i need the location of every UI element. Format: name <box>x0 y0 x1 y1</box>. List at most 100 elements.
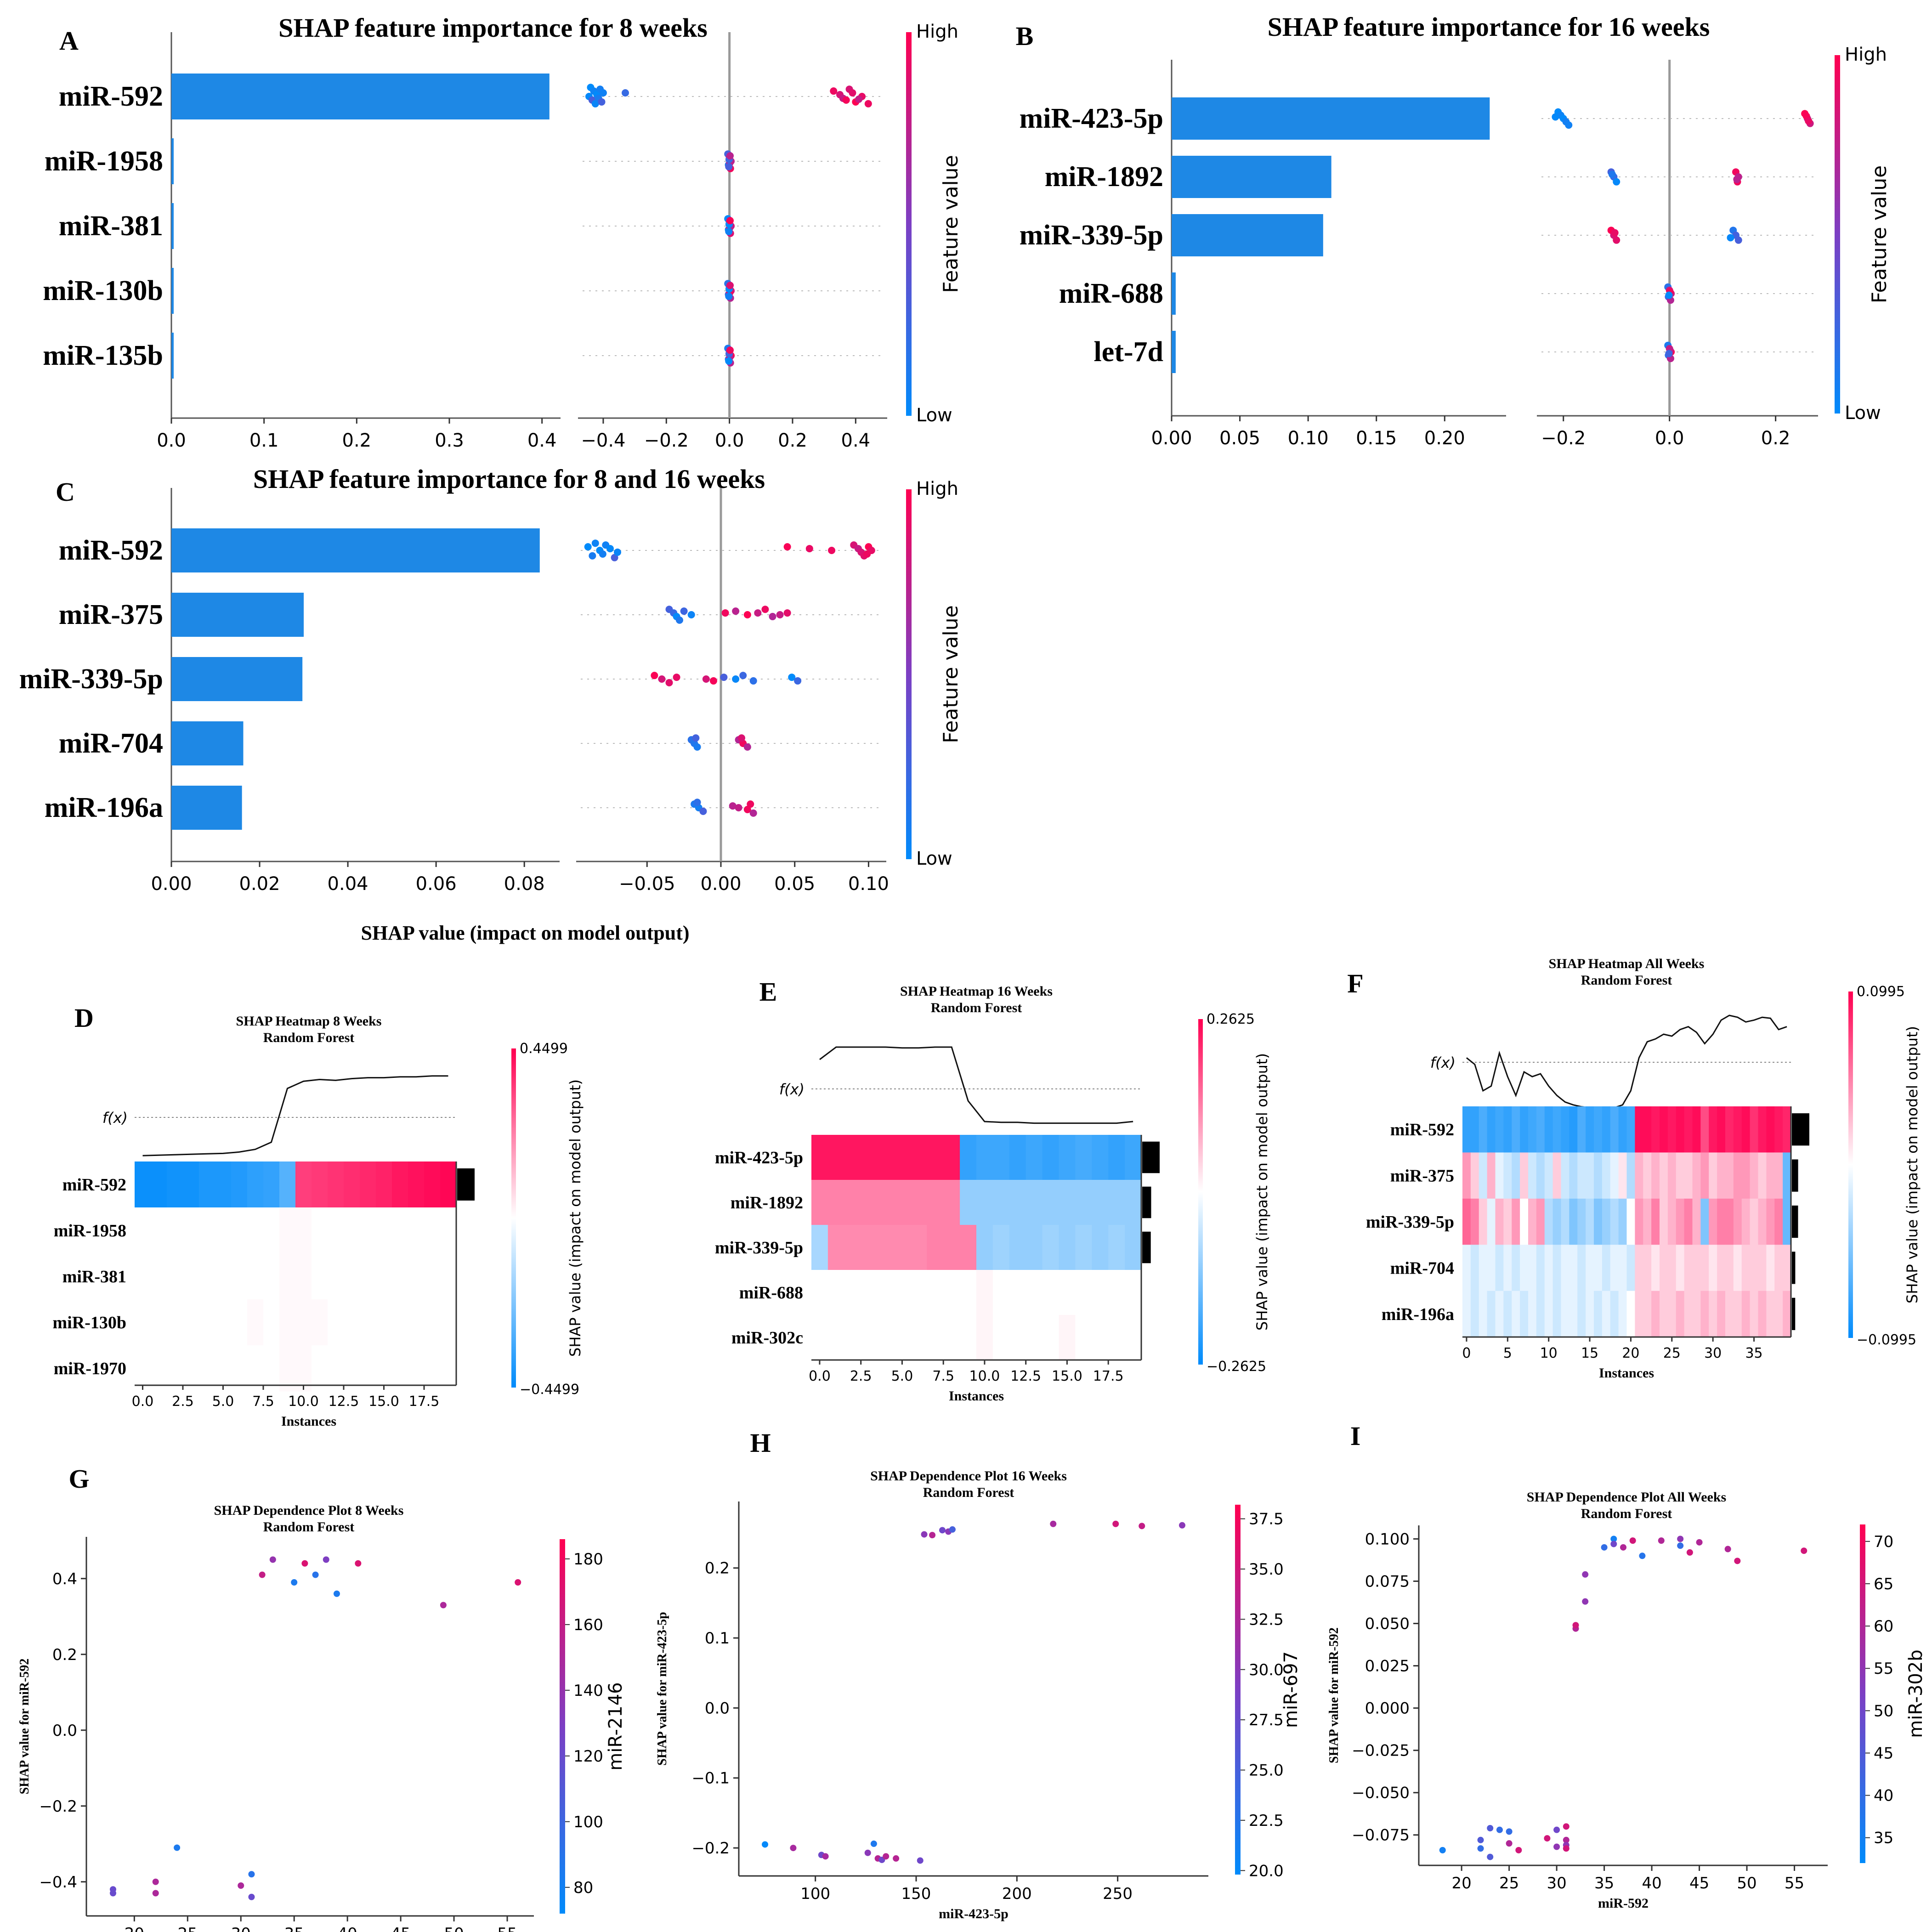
beeswarm-point <box>1665 350 1673 357</box>
heatmap-cell <box>1495 1152 1504 1199</box>
x-axis-label: SHAP value (impact on model output) <box>361 922 689 944</box>
heatmap-cell <box>827 1180 845 1225</box>
value-colorbar <box>1860 1524 1865 1863</box>
heatmap-cell <box>1741 1106 1751 1153</box>
y-tick-label: 0.4 <box>52 1570 77 1588</box>
colorbar-min-label: −0.0995 <box>1857 1332 1916 1348</box>
heatmap-cell <box>1092 1135 1109 1180</box>
heatmap-cell <box>328 1161 344 1208</box>
heatmap-cell <box>1577 1152 1586 1199</box>
heatmap-cell <box>1125 1180 1142 1225</box>
colorbar-tick-label: 40 <box>1874 1787 1893 1805</box>
heatmap-cell <box>1025 1225 1043 1270</box>
beeswarm-point <box>725 357 733 365</box>
beeswarm-point <box>783 543 791 551</box>
heatmap-cell <box>1709 1198 1717 1245</box>
heatmap-cell <box>1462 1198 1471 1245</box>
heatmap-cell <box>1586 1152 1594 1199</box>
heatmap-cell <box>1783 1106 1791 1153</box>
heatmap-row-label: miR-381 <box>62 1267 126 1286</box>
beeswarm-point <box>729 802 737 810</box>
beeswarm-point <box>849 89 856 97</box>
heatmap-row-label: miR-704 <box>1390 1258 1454 1278</box>
heatmap-cell <box>1487 1291 1496 1337</box>
heatmap-cell <box>312 1253 328 1300</box>
heatmap-cell <box>992 1135 1010 1180</box>
heatmap-cell <box>894 1135 911 1180</box>
heatmap-cell <box>827 1270 845 1315</box>
beeswarm-point <box>743 611 751 618</box>
beeswarm-point <box>769 612 776 620</box>
heatmap-cell <box>877 1315 895 1360</box>
heatmap-cell <box>247 1161 264 1208</box>
heatmap-cell <box>1733 1291 1742 1337</box>
scatter-point <box>939 1527 946 1534</box>
fx-line <box>819 1046 1133 1124</box>
heatmap-cell <box>1059 1225 1076 1270</box>
scatter-point <box>1658 1537 1665 1544</box>
x-tick-label: 7.5 <box>252 1394 274 1410</box>
heatmap-cell <box>1692 1106 1701 1153</box>
y-tick-label: −0.4 <box>39 1873 77 1892</box>
heatmap-cell <box>328 1253 344 1300</box>
x-tick-label: 0.2 <box>342 430 372 451</box>
heatmap-cell <box>279 1299 296 1346</box>
scatter-point <box>301 1560 308 1567</box>
heatmap-cell <box>295 1253 312 1300</box>
heatmap-cell <box>1503 1291 1512 1337</box>
heatmap-cell <box>1009 1135 1026 1180</box>
colorbar-tick-label: 55 <box>1874 1660 1893 1678</box>
scatter-point <box>1544 1835 1551 1842</box>
x-tick-label: 0.1 <box>249 430 279 451</box>
heatmap-cell <box>312 1345 328 1392</box>
heatmap-cell <box>135 1253 151 1300</box>
beeswarm-point <box>794 677 802 685</box>
heatmap-cell <box>1709 1152 1717 1199</box>
heatmap-cell <box>1520 1152 1529 1199</box>
heatmap-cell <box>1717 1152 1726 1199</box>
scatter-point <box>1477 1845 1484 1852</box>
panel-c: SHAP feature importance for 8 and 16 wee… <box>19 464 963 944</box>
importance-bar <box>1172 272 1176 315</box>
heatmap-cell <box>1684 1198 1693 1245</box>
heatmap-cell <box>861 1315 878 1360</box>
heatmap-cell <box>199 1253 215 1300</box>
beeswarm-point <box>1611 229 1619 237</box>
x-tick-label: 15.0 <box>368 1394 399 1410</box>
heatmap-cell <box>263 1345 280 1392</box>
heatmap-cell <box>231 1253 248 1300</box>
beeswarm-point <box>1727 234 1734 242</box>
heatmap-cell <box>1725 1106 1734 1153</box>
heatmap-cell <box>1676 1152 1685 1199</box>
chart-title: SHAP feature importance for 16 weeks <box>1268 12 1710 42</box>
beeswarm-point <box>599 550 606 558</box>
importance-bar <box>1792 1297 1796 1330</box>
heatmap-cell <box>392 1253 408 1300</box>
heatmap-cell <box>1651 1106 1660 1153</box>
y-tick-label: −0.2 <box>691 1839 730 1858</box>
heatmap-cell <box>927 1225 944 1270</box>
heatmap-cell <box>1009 1270 1026 1315</box>
heatmap-cell <box>1692 1291 1701 1337</box>
x-tick-label: 0.20 <box>1424 428 1465 449</box>
feature-label: miR-1958 <box>45 146 163 177</box>
beeswarm-point <box>726 282 734 289</box>
x-tick-label: 15.0 <box>1052 1368 1082 1384</box>
heatmap-cell <box>1626 1106 1635 1153</box>
heatmap-cell <box>247 1345 264 1392</box>
heatmap-cell <box>263 1161 280 1208</box>
x-tick-label: 0.10 <box>848 873 889 895</box>
heatmap-cell <box>976 1225 993 1270</box>
heatmap-cell <box>215 1345 232 1392</box>
beeswarm-point <box>726 217 734 225</box>
x-tick-label: 0.00 <box>151 873 192 895</box>
heatmap-cell <box>263 1299 280 1346</box>
scatter-point <box>1601 1544 1608 1551</box>
beeswarm-point <box>783 609 791 617</box>
x-tick-label: 17.5 <box>1093 1368 1124 1384</box>
heatmap-cell <box>1586 1291 1594 1337</box>
heatmap-cell <box>1602 1152 1611 1199</box>
heatmap-cell <box>976 1180 993 1225</box>
chart-subtitle: Random Forest <box>263 1519 355 1535</box>
colorbar-tick-label: 25.0 <box>1249 1762 1284 1780</box>
